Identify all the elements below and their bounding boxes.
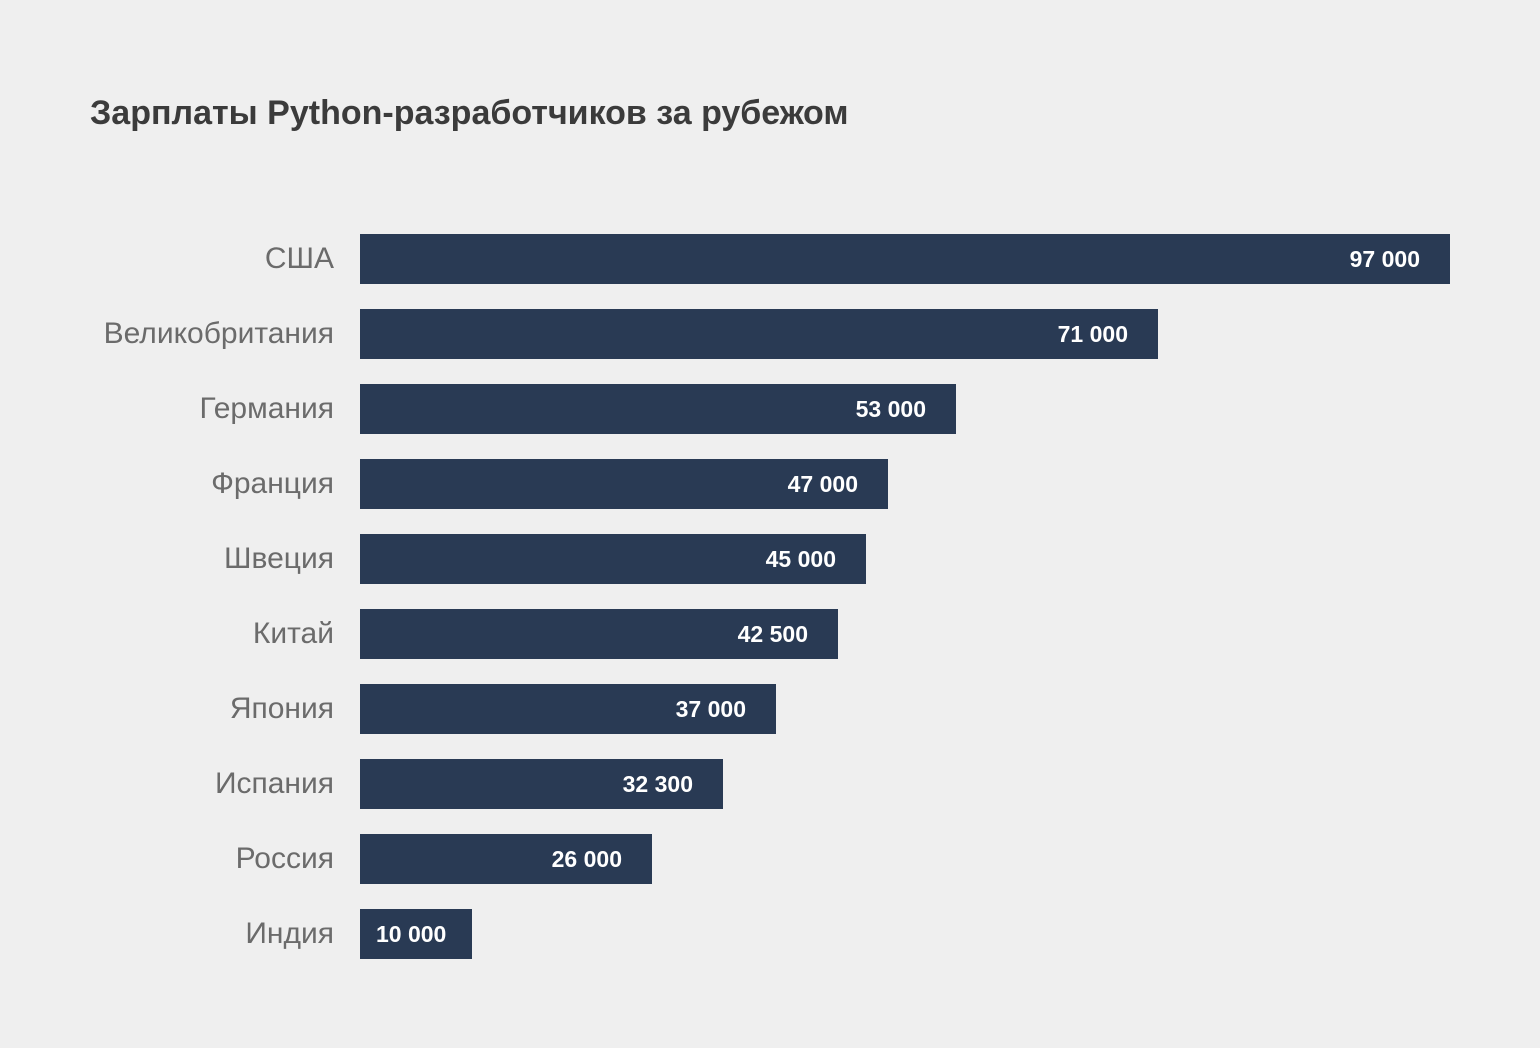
- bar-row: Франция 47 000: [0, 459, 1540, 509]
- value-label: 45 000: [765, 546, 836, 572]
- value-label: 42 500: [737, 621, 808, 647]
- category-label: Индия: [245, 917, 334, 950]
- bar: 45 000: [360, 534, 866, 584]
- value-label: 10 000: [376, 921, 447, 947]
- category-label: Испания: [214, 767, 334, 800]
- category-label: Великобритания: [103, 317, 334, 350]
- bar: 97 000: [360, 234, 1450, 284]
- category-label: Россия: [235, 842, 334, 875]
- value-label: 71 000: [1057, 321, 1128, 347]
- bar-row: Швеция 45 000: [0, 534, 1540, 584]
- category-label: Швеция: [224, 542, 334, 575]
- bar: 26 000: [360, 834, 652, 884]
- bar-row: США 97 000: [0, 234, 1540, 284]
- category-label: Китай: [252, 617, 334, 650]
- bar: 10 000: [360, 909, 472, 959]
- bar-row: Индия 10 000: [0, 909, 1540, 959]
- bar-row: Китай 42 500: [0, 609, 1540, 659]
- bar-row: Испания 32 300: [0, 759, 1540, 809]
- bar-row: Япония 37 000: [0, 684, 1540, 734]
- value-label: 47 000: [787, 471, 858, 497]
- bar-row: Россия 26 000: [0, 834, 1540, 884]
- category-label: Франция: [211, 467, 334, 500]
- bar: 32 300: [360, 759, 723, 809]
- bar: 42 500: [360, 609, 838, 659]
- bar: 53 000: [360, 384, 956, 434]
- value-label: 32 300: [622, 771, 693, 797]
- bar-row: Германия 53 000: [0, 384, 1540, 434]
- bar: 37 000: [360, 684, 776, 734]
- category-label: Япония: [229, 692, 334, 725]
- category-label: Германия: [199, 392, 335, 425]
- value-label: 26 000: [551, 846, 622, 872]
- value-label: 53 000: [855, 396, 926, 422]
- bar-row: Великобритания 71 000: [0, 309, 1540, 359]
- bar: 71 000: [360, 309, 1158, 359]
- bar: 47 000: [360, 459, 888, 509]
- chart-title: Зарплаты Python-разработчиков за рубежом: [90, 94, 849, 132]
- value-label: 37 000: [675, 696, 746, 722]
- category-label: США: [264, 242, 334, 275]
- value-label: 97 000: [1349, 246, 1420, 272]
